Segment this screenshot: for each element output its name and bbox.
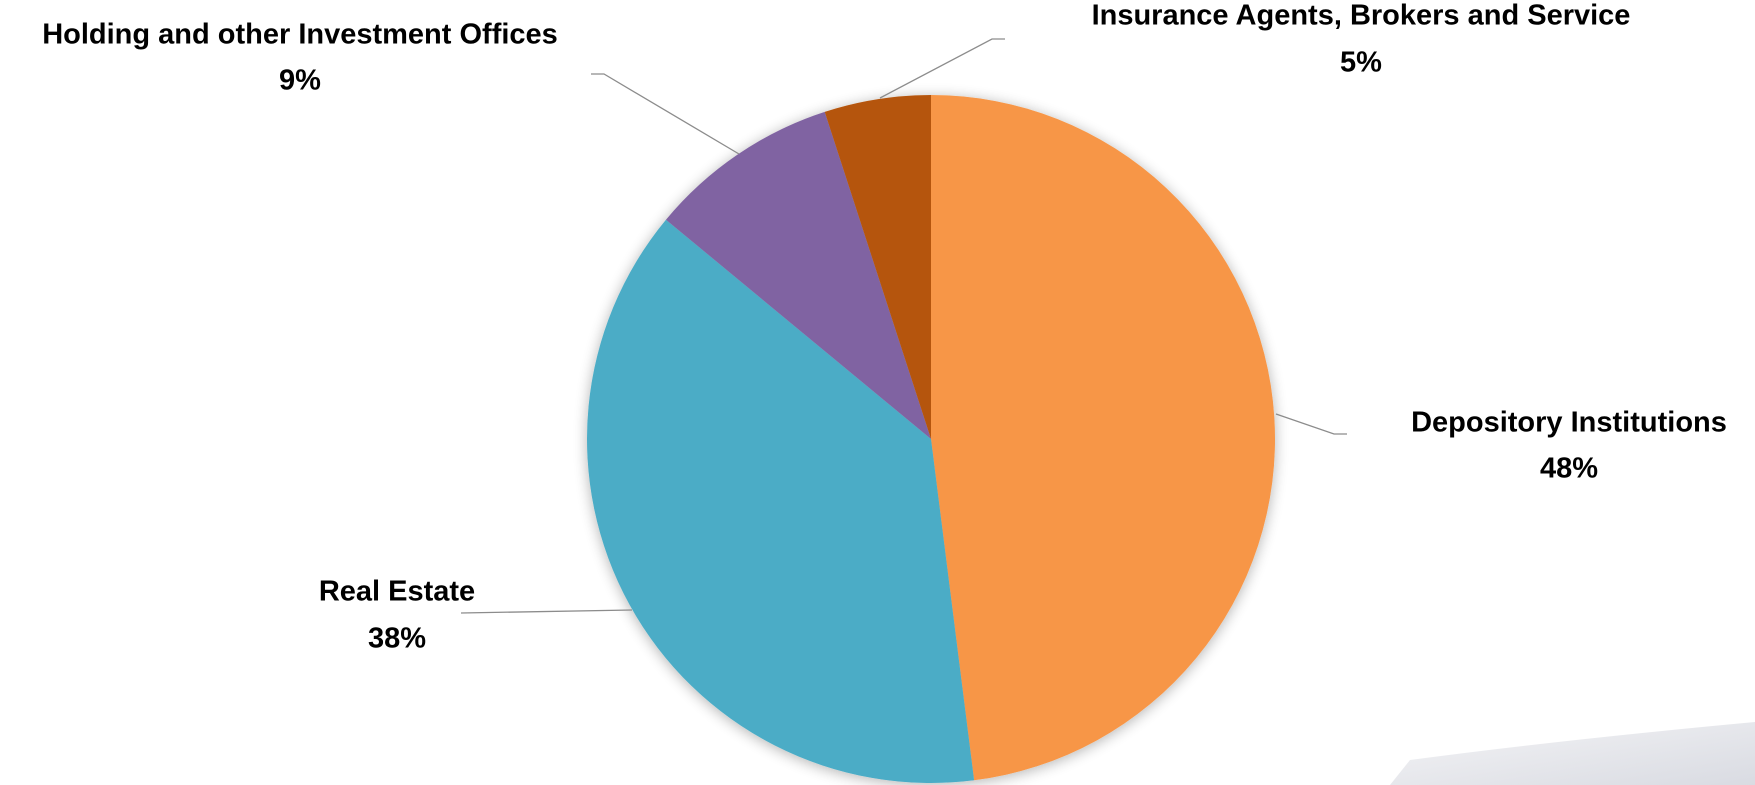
pie-slice: [931, 95, 1275, 780]
slice-label: Insurance Agents, Brokers and Service: [1092, 0, 1631, 32]
slice-value-label: 38%: [368, 623, 426, 655]
pie: [587, 95, 1275, 783]
slice-value-label: 48%: [1540, 453, 1598, 485]
leader-line: [880, 39, 1005, 98]
slice-label: Real Estate: [319, 576, 475, 608]
chart: Depository Institutions 48% Real Estate 38%…: [0, 0, 1755, 785]
slice-label: Depository Institutions: [1411, 407, 1727, 439]
leader-line: [1276, 414, 1347, 434]
slice-label: Holding and other Investment Offices: [42, 19, 558, 51]
slice-value-label: 5%: [1340, 47, 1382, 79]
slice-value-label: 9%: [279, 65, 321, 97]
background-photo-fragment: [1390, 722, 1755, 785]
leader-line: [461, 610, 632, 613]
leader-line: [591, 74, 739, 154]
